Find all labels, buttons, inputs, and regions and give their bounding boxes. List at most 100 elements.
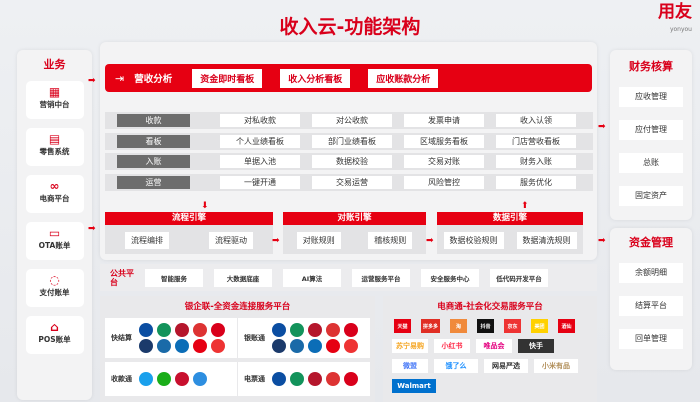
engine-item: 流程编排 <box>125 232 169 249</box>
abc-logo-icon <box>157 323 171 337</box>
function-cell: 部门业绩看板 <box>312 135 392 148</box>
ecom-logo: 饿了么 <box>434 359 478 373</box>
bank-group: 快结算 <box>105 318 237 358</box>
funds-panel: 资金管理 余额明细 结算平台 回单管理 <box>610 228 692 370</box>
cmb-logo-icon <box>211 323 225 337</box>
other-logo-icon <box>344 339 358 353</box>
engine-items: 对账规则 稽核规则 <box>283 225 426 249</box>
public-service: AI算法 <box>283 268 341 287</box>
engine-items: 流程编排 流程驱动 <box>105 225 273 249</box>
engine-title: 流程引擎 <box>105 212 273 225</box>
analysis-button: 收入分析看板 <box>280 68 351 88</box>
finance-title: 财务核算 <box>629 60 673 73</box>
ecom-logo: 抖音 <box>477 319 495 333</box>
icbc-logo-icon <box>326 372 340 386</box>
function-row: 入账 单据入池 数据校验 交易对账 财务入账 <box>105 153 593 170</box>
spdb-logo-icon <box>157 339 171 353</box>
funds-item: 结算平台 <box>619 296 683 316</box>
bank-group: 收款通 <box>105 362 237 396</box>
ecom-platform: 电商通-社会化交易服务平台 天猫 拼多多淘抖音 京东 美团 酒仙 苏宁易购 小红书 唯品会 快手… <box>383 296 597 402</box>
bank-group-label: 银账通 <box>244 334 265 342</box>
function-row: 看板 个人业绩看板 部门业绩看板 区域服务看板 门店营收看板 <box>105 133 593 150</box>
finance-item: 固定资产 <box>619 186 683 206</box>
arrow-right-icon: ➡ <box>426 236 434 246</box>
share-icon: ∞ <box>49 179 60 193</box>
function-cell: 财务入账 <box>496 155 576 168</box>
cycle-icon: ◌ <box>49 273 60 287</box>
alipay-logo-icon <box>139 372 153 386</box>
cmb-logo-icon <box>344 323 358 337</box>
wechat-logo-icon <box>157 372 171 386</box>
function-row: 运营 一键开通 交易运营 风险管控 服务优化 <box>105 174 593 191</box>
arrow-right-icon: ➡ <box>88 76 96 86</box>
bank-group: 电票通 <box>238 362 370 396</box>
function-cell: 数据校验 <box>312 155 392 168</box>
function-cell: 交易对账 <box>404 155 484 168</box>
ecom-logo: 拼多多 <box>421 319 441 333</box>
ecom-logo: 快手 <box>518 339 554 353</box>
business-item: ∞ 电商平台 <box>25 175 84 213</box>
ecom-logo: 唯品会 <box>476 339 512 353</box>
engine-items: 数据校验规则 数据清洗规则 <box>437 225 583 249</box>
citi-logo-icon <box>308 339 322 353</box>
spdb-logo-icon <box>290 339 304 353</box>
unionpay-logo-icon <box>175 372 189 386</box>
ecom-logo: 美团 <box>531 319 549 333</box>
engine-item: 数据清洗规则 <box>516 232 577 249</box>
analysis-button: 应收账款分析 <box>368 68 439 88</box>
finance-item: 应付管理 <box>619 120 683 140</box>
public-service: 低代码开发平台 <box>490 268 548 287</box>
bank-logos <box>137 371 232 387</box>
bank-group-label: 收款通 <box>111 375 132 383</box>
ecom-platform-title: 电商通-社会化交易服务平台 <box>437 302 543 312</box>
engine-item: 数据校验规则 <box>443 232 504 249</box>
function-cell: 服务优化 <box>496 176 576 189</box>
arrow-right-icon: ➡ <box>598 236 606 246</box>
engine-item: 流程驱动 <box>209 232 253 249</box>
ecom-logo: 京东 <box>504 319 522 333</box>
brand-logo: 用友 yonyou <box>658 2 692 34</box>
function-cell: 对私收款 <box>220 114 300 127</box>
business-item: ▦ 营销中台 <box>25 81 84 119</box>
analysis-button: 资金即时看板 <box>192 68 263 88</box>
ecom-logo: 淘 <box>450 319 468 333</box>
function-cell: 单据入池 <box>220 155 300 168</box>
row-label: 收款 <box>117 114 190 127</box>
business-item: ▤ 零售系统 <box>25 128 84 166</box>
public-service: 智能服务 <box>145 268 203 287</box>
yunshanfu-logo-icon <box>193 372 207 386</box>
bocom-logo-icon <box>139 339 153 353</box>
hsbc-logo-icon <box>326 339 340 353</box>
abc-logo-icon <box>290 323 304 337</box>
arrow-down-icon: ⬇ <box>201 201 209 211</box>
cmb-logo-icon <box>344 372 358 386</box>
bank-group-label: 电票通 <box>244 375 265 383</box>
engine-block: 数据引擎 数据校验规则 数据清洗规则 <box>437 212 583 254</box>
arrow-up-icon: ⬆ <box>521 201 529 211</box>
function-row: 收款 对私收款 对公收款 发票申请 收入认领 <box>105 112 593 129</box>
public-service: 安全服务中心 <box>421 268 479 287</box>
function-cell: 一键开通 <box>220 176 300 189</box>
row-label: 看板 <box>117 135 190 148</box>
page-title: 收入云-功能架构 <box>279 16 421 38</box>
boc-logo-icon <box>308 372 322 386</box>
analysis-label: 营收分析 <box>134 74 173 85</box>
ccb-logo-icon <box>139 323 153 337</box>
grid-icon: ▦ <box>48 85 61 99</box>
ecom-logo: 小米有品 <box>534 359 578 373</box>
funds-item: 余额明细 <box>619 263 683 283</box>
function-cell: 门店营收看板 <box>496 135 576 148</box>
function-cell: 风险管控 <box>404 176 484 189</box>
arrow-right-icon: ➡ <box>272 236 280 246</box>
business-item: ◌ 支付账单 <box>25 269 84 307</box>
business-title: 业务 <box>43 58 66 71</box>
other-logo-icon <box>211 339 225 353</box>
analysis-bar: ⇥ 营收分析 资金即时看板 收入分析看板 应收账款分析 <box>105 64 592 92</box>
engine-title: 对账引擎 <box>283 212 426 225</box>
citi-logo-icon <box>175 339 189 353</box>
finance-panel: 财务核算 应收管理 应付管理 总账 固定资产 <box>610 50 692 220</box>
ecom-logo: 网易严选 <box>484 359 528 373</box>
public-label: 公共平台 <box>110 268 134 287</box>
store-icon: ⌂ <box>50 320 59 334</box>
function-cell: 区域服务看板 <box>404 135 484 148</box>
